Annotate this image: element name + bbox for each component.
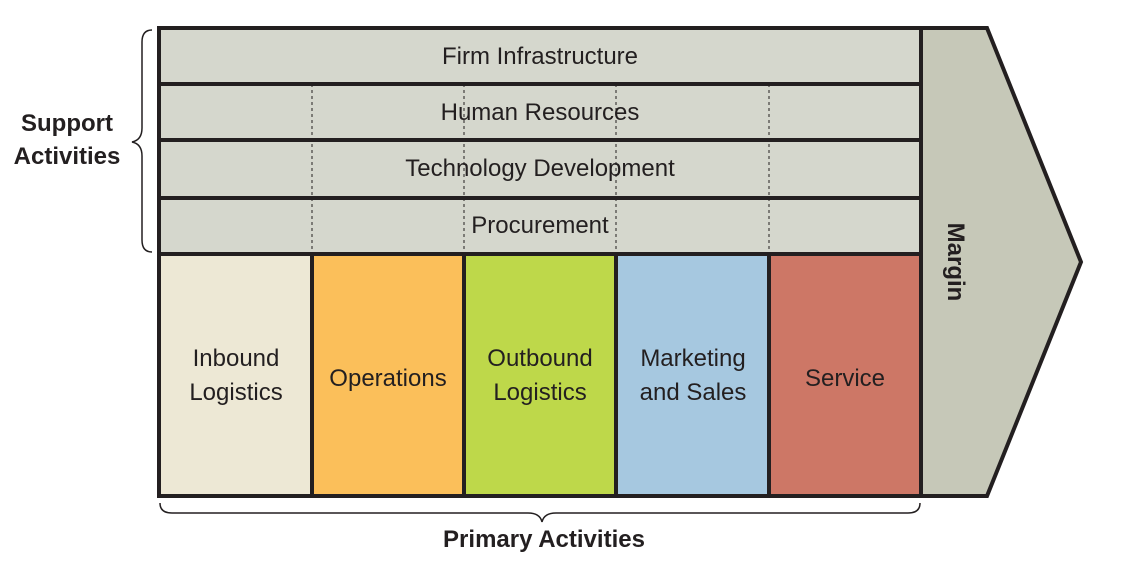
support-row-label: Firm Infrastructure [442,43,638,70]
support-row-technology-development [157,138,923,200]
primary-box-outbound-logistics [462,252,618,498]
support-activities-label: Activities [14,143,121,170]
primary-label-line1: Inbound [193,345,280,372]
primary-label-line1: Operations [329,365,446,392]
primary-activities: Inbound Logistics Operations Outbound Lo… [157,252,923,498]
primary-box-service [767,252,923,498]
primary-label-line2: and Sales [640,379,747,406]
primary-label-line2: Logistics [189,379,282,406]
support-dashed-guides [311,84,770,254]
primary-activities-label: Primary Activities [443,526,645,553]
primary-box-operations [310,252,466,498]
support-row-firm-infrastructure [157,26,923,86]
primary-label-line1: Marketing [640,345,745,372]
support-row-label: Procurement [471,212,609,239]
margin-label: Margin [942,223,969,302]
support-brace [131,29,153,253]
support-activities-label: Support [21,110,113,137]
primary-label-line1: Outbound [487,345,592,372]
support-row-label: Technology Development [405,155,675,182]
support-activities: Firm Infrastructure Human Resources Tech… [157,26,923,256]
primary-label-line2: Logistics [493,379,586,406]
support-row-human-resources [157,82,923,142]
primary-box-inbound-logistics [157,252,314,498]
primary-label-line1: Service [805,365,885,392]
support-row-label: Human Resources [441,99,640,126]
primary-brace [159,502,921,523]
support-row-procurement [157,196,923,256]
primary-box-marketing-and-sales [614,252,771,498]
